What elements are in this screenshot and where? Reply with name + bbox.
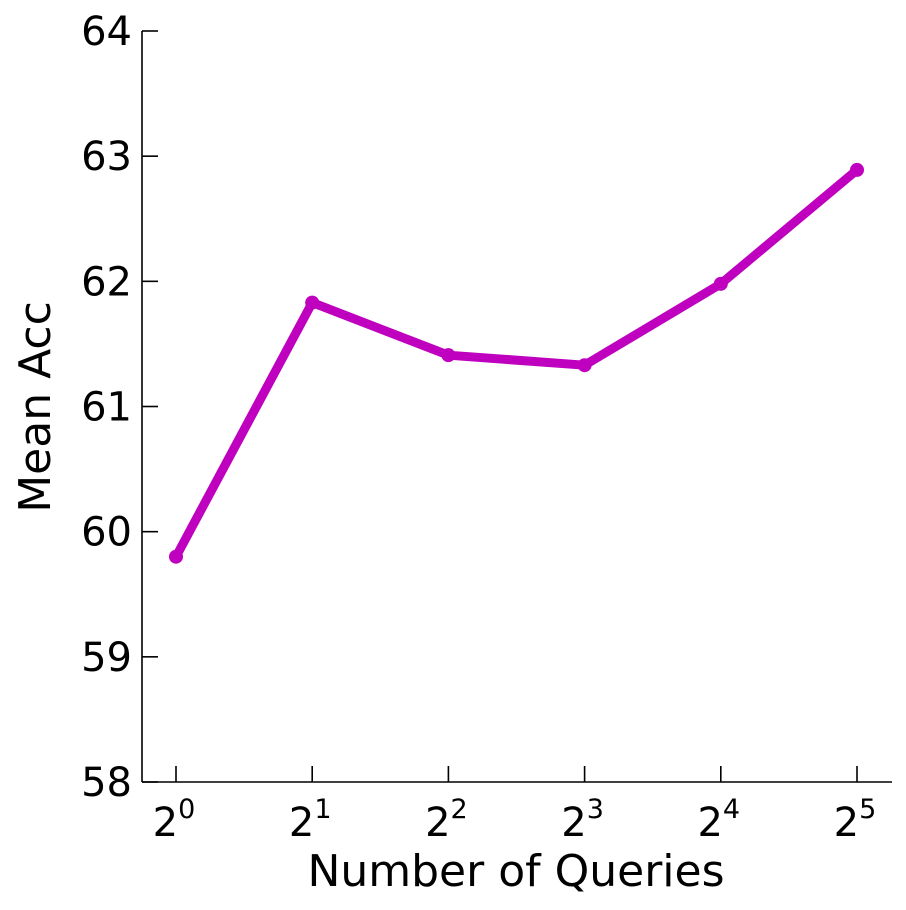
data-point — [713, 276, 728, 291]
data-point — [577, 358, 592, 373]
y-ticks: 58 59 60 61 62 63 64 — [81, 9, 158, 806]
x-tick-label: 25 — [834, 794, 877, 846]
x-tick-label: 23 — [561, 794, 604, 846]
y-tick-label: 62 — [81, 259, 132, 305]
x-tick-label: 21 — [289, 794, 332, 846]
x-tick-label: 24 — [697, 794, 740, 846]
data-point — [850, 162, 864, 177]
x-ticks: 20 21 22 23 24 25 — [153, 766, 877, 846]
x-tick-label: 22 — [425, 794, 468, 846]
y-tick-label: 58 — [81, 760, 132, 806]
y-tick-label: 64 — [81, 9, 132, 55]
x-axis-title: Number of Queries — [307, 846, 724, 897]
y-tick-label: 59 — [81, 635, 132, 681]
y-tick-label: 60 — [81, 510, 132, 556]
y-axis-title: Mean Acc — [10, 301, 61, 513]
series-layer — [169, 162, 864, 564]
data-point — [169, 549, 183, 564]
series-line — [171, 165, 862, 562]
y-tick-label: 61 — [81, 385, 132, 431]
data-point — [441, 348, 456, 363]
data-point — [305, 295, 320, 310]
x-tick-label: 20 — [153, 794, 196, 846]
y-tick-label: 63 — [81, 134, 132, 180]
